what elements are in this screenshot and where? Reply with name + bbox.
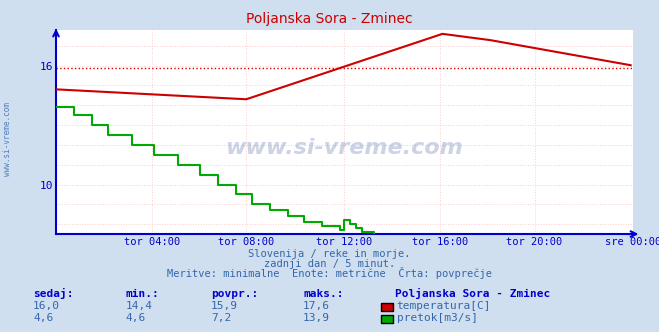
Text: www.si-vreme.com: www.si-vreme.com xyxy=(3,103,13,176)
Text: 4,6: 4,6 xyxy=(33,313,53,323)
Text: 13,9: 13,9 xyxy=(303,313,330,323)
Text: sedaj:: sedaj: xyxy=(33,288,73,299)
Text: pretok[m3/s]: pretok[m3/s] xyxy=(397,313,478,323)
Text: min.:: min.: xyxy=(125,289,159,299)
Text: Slovenija / reke in morje.: Slovenija / reke in morje. xyxy=(248,249,411,259)
Text: maks.:: maks.: xyxy=(303,289,343,299)
Text: zadnji dan / 5 minut.: zadnji dan / 5 minut. xyxy=(264,259,395,269)
Text: povpr.:: povpr.: xyxy=(211,289,258,299)
Text: temperatura[C]: temperatura[C] xyxy=(397,301,491,311)
Text: 7,2: 7,2 xyxy=(211,313,231,323)
Text: Poljanska Sora - Zminec: Poljanska Sora - Zminec xyxy=(395,288,551,299)
Text: www.si-vreme.com: www.si-vreme.com xyxy=(225,138,463,158)
Text: 14,4: 14,4 xyxy=(125,301,152,311)
Text: Meritve: minimalne  Enote: metrične  Črta: povprečje: Meritve: minimalne Enote: metrične Črta:… xyxy=(167,267,492,279)
Text: 17,6: 17,6 xyxy=(303,301,330,311)
Text: 15,9: 15,9 xyxy=(211,301,238,311)
Text: 16,0: 16,0 xyxy=(33,301,60,311)
Text: Poljanska Sora - Zminec: Poljanska Sora - Zminec xyxy=(246,12,413,26)
Text: 4,6: 4,6 xyxy=(125,313,146,323)
